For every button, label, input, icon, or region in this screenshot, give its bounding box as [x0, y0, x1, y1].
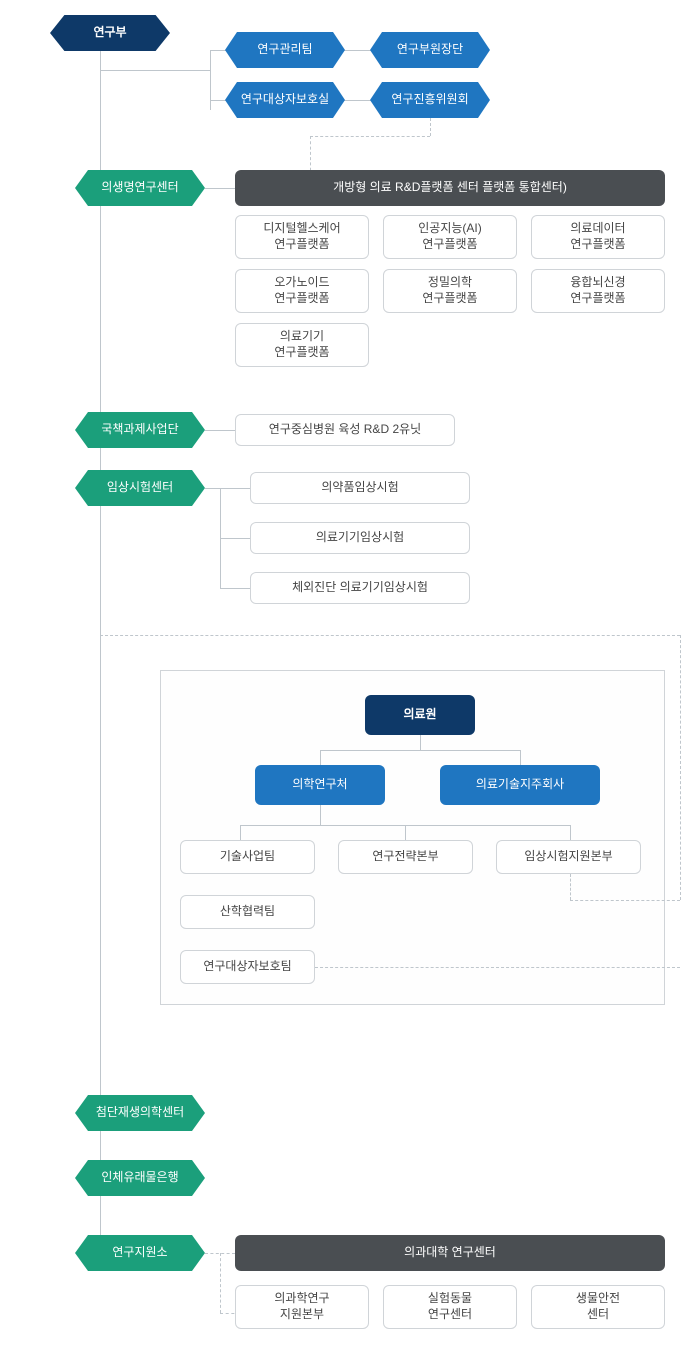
clinical-item: 의약품임상시험 — [250, 472, 470, 504]
dash — [220, 1253, 221, 1313]
node-research-mgmt: 연구관리팀 — [225, 32, 345, 68]
platform-item: 의료데이터 연구플랫폼 — [531, 215, 665, 259]
connector — [240, 825, 241, 840]
platform-item: 의료기기 연구플랫폼 — [235, 323, 369, 367]
med-school-item: 실험동물 연구센터 — [383, 1285, 517, 1329]
connector — [320, 805, 321, 825]
platform-item: 오가노이드 연구플랫폼 — [235, 269, 369, 313]
connector — [205, 430, 235, 431]
connector — [320, 750, 321, 765]
connector — [220, 588, 250, 589]
connector — [205, 488, 220, 489]
dash — [310, 136, 430, 137]
connector — [570, 825, 571, 840]
platform-item: 디지털헬스케어 연구플랫폼 — [235, 215, 369, 259]
connector — [100, 70, 210, 71]
connector — [220, 488, 250, 489]
center-row-item: 연구전략본부 — [338, 840, 473, 874]
connector — [210, 50, 211, 110]
platform-item: 정밀의학 연구플랫폼 — [383, 269, 517, 313]
national-item: 연구중심병원 육성 R&D 2유닛 — [235, 414, 455, 446]
node-regen-med: 첨단재생의학센터 — [75, 1095, 205, 1131]
connector — [405, 825, 406, 840]
dash — [430, 118, 431, 136]
root-node: 연구부 — [50, 15, 170, 51]
node-medical-center: 의료원 — [365, 695, 475, 735]
node-biobank: 인체유래물은행 — [75, 1160, 205, 1196]
node-deputy-director: 연구부원장단 — [370, 32, 490, 68]
clinical-item: 체외진단 의료기기임상시험 — [250, 572, 470, 604]
connector — [205, 188, 235, 189]
node-subject-protection: 연구대상자보호실 — [225, 82, 345, 118]
node-national-project: 국책과제사업단 — [75, 412, 205, 448]
connector — [520, 750, 521, 765]
node-clinical-trial: 임상시험센터 — [75, 470, 205, 506]
dash — [570, 874, 571, 900]
center-row-item: 기술사업팀 — [180, 840, 315, 874]
platform-item: 융합뇌신경 연구플랫폼 — [531, 269, 665, 313]
med-school-header: 의과대학 연구센터 — [235, 1235, 665, 1271]
platform-item: 인공지능(AI) 연구플랫폼 — [383, 215, 517, 259]
dash — [100, 635, 680, 636]
connector — [420, 735, 421, 750]
connector — [220, 538, 250, 539]
dash — [570, 900, 680, 901]
node-med-tech-holding: 의료기술지주회사 — [440, 765, 600, 805]
dash — [680, 635, 681, 900]
med-school-item: 의과학연구 지원본부 — [235, 1285, 369, 1329]
center-row-item: 임상시험지원본부 — [496, 840, 641, 874]
org-chart: 연구부 연구관리팀 연구부원장단 연구대상자보호실 연구진흥위원회 의생명연구센… — [10, 10, 684, 1350]
node-promotion-committee: 연구진흥위원회 — [370, 82, 490, 118]
node-med-research-dept: 의학연구처 — [255, 765, 385, 805]
connector — [320, 750, 520, 751]
med-school-item: 생물안전 센터 — [531, 1285, 665, 1329]
spine — [100, 40, 101, 1260]
dash — [315, 967, 680, 968]
node-biomed-center: 의생명연구센터 — [75, 170, 205, 206]
clinical-item: 의료기기임상시험 — [250, 522, 470, 554]
rd-platform-header: 개방형 의료 R&D플랫폼 센터 플랫폼 통합센터) — [235, 170, 665, 206]
center-extra1: 산학협력팀 — [180, 895, 315, 929]
node-research-support: 연구지원소 — [75, 1235, 205, 1271]
center-extra2: 연구대상자보호팀 — [180, 950, 315, 984]
